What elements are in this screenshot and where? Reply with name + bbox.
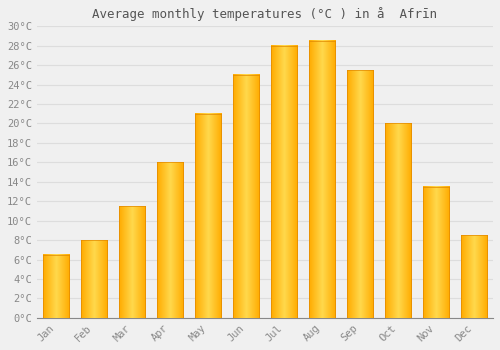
Title: Average monthly temperatures (°C ) in å  Afrīn: Average monthly temperatures (°C ) in å … (92, 7, 438, 21)
